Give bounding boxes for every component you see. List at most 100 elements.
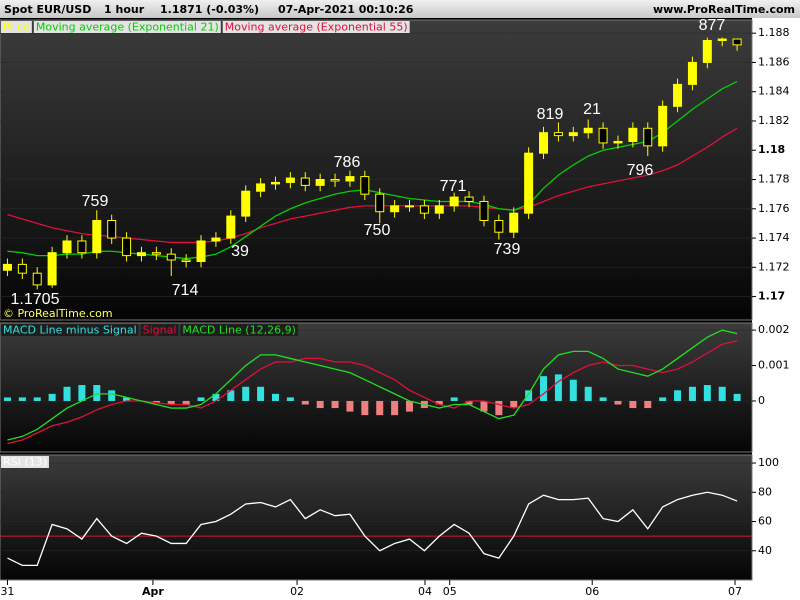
candle-body [151,252,161,255]
histogram-bar [569,379,577,401]
legend-entry: Moving average (Exponential 55) [225,21,408,34]
candle-body [375,193,385,213]
y-tick-label: 1.17 [758,290,785,303]
x-tick-label: 04 [418,585,432,598]
histogram-bar [3,397,11,401]
panel-background [0,454,753,581]
histogram-bar [554,374,562,401]
histogram-bar [301,400,309,405]
x-tick-label: Apr [142,585,164,598]
candle-body [568,132,578,137]
histogram-bar [674,390,682,401]
y-tick-label: 1.18 [758,143,785,156]
candle-body [583,127,593,134]
histogram-bar [48,393,56,401]
histogram-bar [376,400,384,416]
candle-body [628,127,638,142]
candle-body [345,176,355,182]
site[interactable]: www.ProRealTime.com [653,3,795,16]
panel-background [0,322,753,453]
candle-body [300,177,310,186]
series-line [7,329,738,441]
candle-body [107,219,117,239]
legend-box [1,324,139,336]
candle-body [285,177,295,183]
histogram-bar [152,400,160,403]
histogram-bar [316,400,324,409]
histogram-bar [391,400,399,416]
legend-box [1,21,32,33]
histogram-bar [286,397,294,401]
panel-background [0,19,753,321]
histogram-bar [495,400,503,416]
histogram-bar [525,390,533,401]
histogram-bar [212,393,220,401]
candle-body [360,176,370,195]
histogram-bar [78,385,86,401]
histogram-bar [659,397,667,401]
candle-body [434,205,444,214]
histogram-bar [599,397,607,401]
annotation: 771 [440,178,467,195]
candle-body [166,253,176,261]
candle-body [524,152,534,214]
candle-body [256,183,266,192]
y-tick-label: 1.188 [758,26,790,39]
annotation: 39 [231,243,249,260]
histogram-bar [584,386,592,401]
candle-body [270,181,280,185]
candle-body [390,205,400,213]
candle-body [673,83,683,107]
time-axis [0,580,800,600]
histogram-bar [465,400,473,405]
timestamp: 07-Apr-2021 00:10:26 [278,3,414,16]
y-tick-label: 1.182 [758,114,790,127]
x-tick-label: 02 [290,585,304,598]
y-tick-label: 1.186 [758,55,790,68]
candle-body [62,240,72,254]
candle-body [136,252,146,257]
candle-body [226,215,236,239]
legend-box [222,21,410,33]
interval: 1 hour [104,3,145,16]
histogram-bar [703,385,711,401]
histogram-bar [480,400,488,412]
legend-box [180,324,298,336]
annotation: 21 [583,101,601,118]
candle-body [598,127,608,144]
x-tick-label: 06 [585,585,599,598]
histogram-bar [227,390,235,401]
histogram-bar [33,397,41,401]
histogram-bar [450,397,458,401]
legend-box [140,324,179,336]
last-price: 1.1871 (-0.03%) [160,3,259,16]
series-line [7,340,738,445]
histogram-bar [108,390,116,401]
candle-body [464,196,474,202]
histogram-bar [257,386,265,401]
histogram-bar [406,400,414,412]
histogram-bar [123,397,131,401]
candle-body [717,38,727,41]
legend-entry: MACD Line (12,26,9) [182,324,295,337]
candle-body [687,61,697,85]
annotation: 759 [82,193,109,210]
histogram-bar [614,400,622,405]
histogram-bar [93,385,101,401]
histogram-bar [733,393,741,401]
histogram-bar [540,376,548,401]
annotation: 877 [699,17,726,34]
y-tick-label: 40 [758,544,772,557]
histogram-bar [510,400,518,409]
histogram-bar [197,397,205,401]
symbol: Spot EUR/USD [4,3,91,16]
y-tick-label: 0 [758,394,765,407]
candle-body [494,219,504,233]
header-bar [0,0,800,18]
legend-entry: RSI (13) [3,456,47,469]
histogram-bar [18,397,26,401]
annotation: 796 [627,162,654,179]
histogram-bar [346,400,354,412]
y-tick-label: 1.176 [758,202,790,215]
legend-box [33,21,221,33]
